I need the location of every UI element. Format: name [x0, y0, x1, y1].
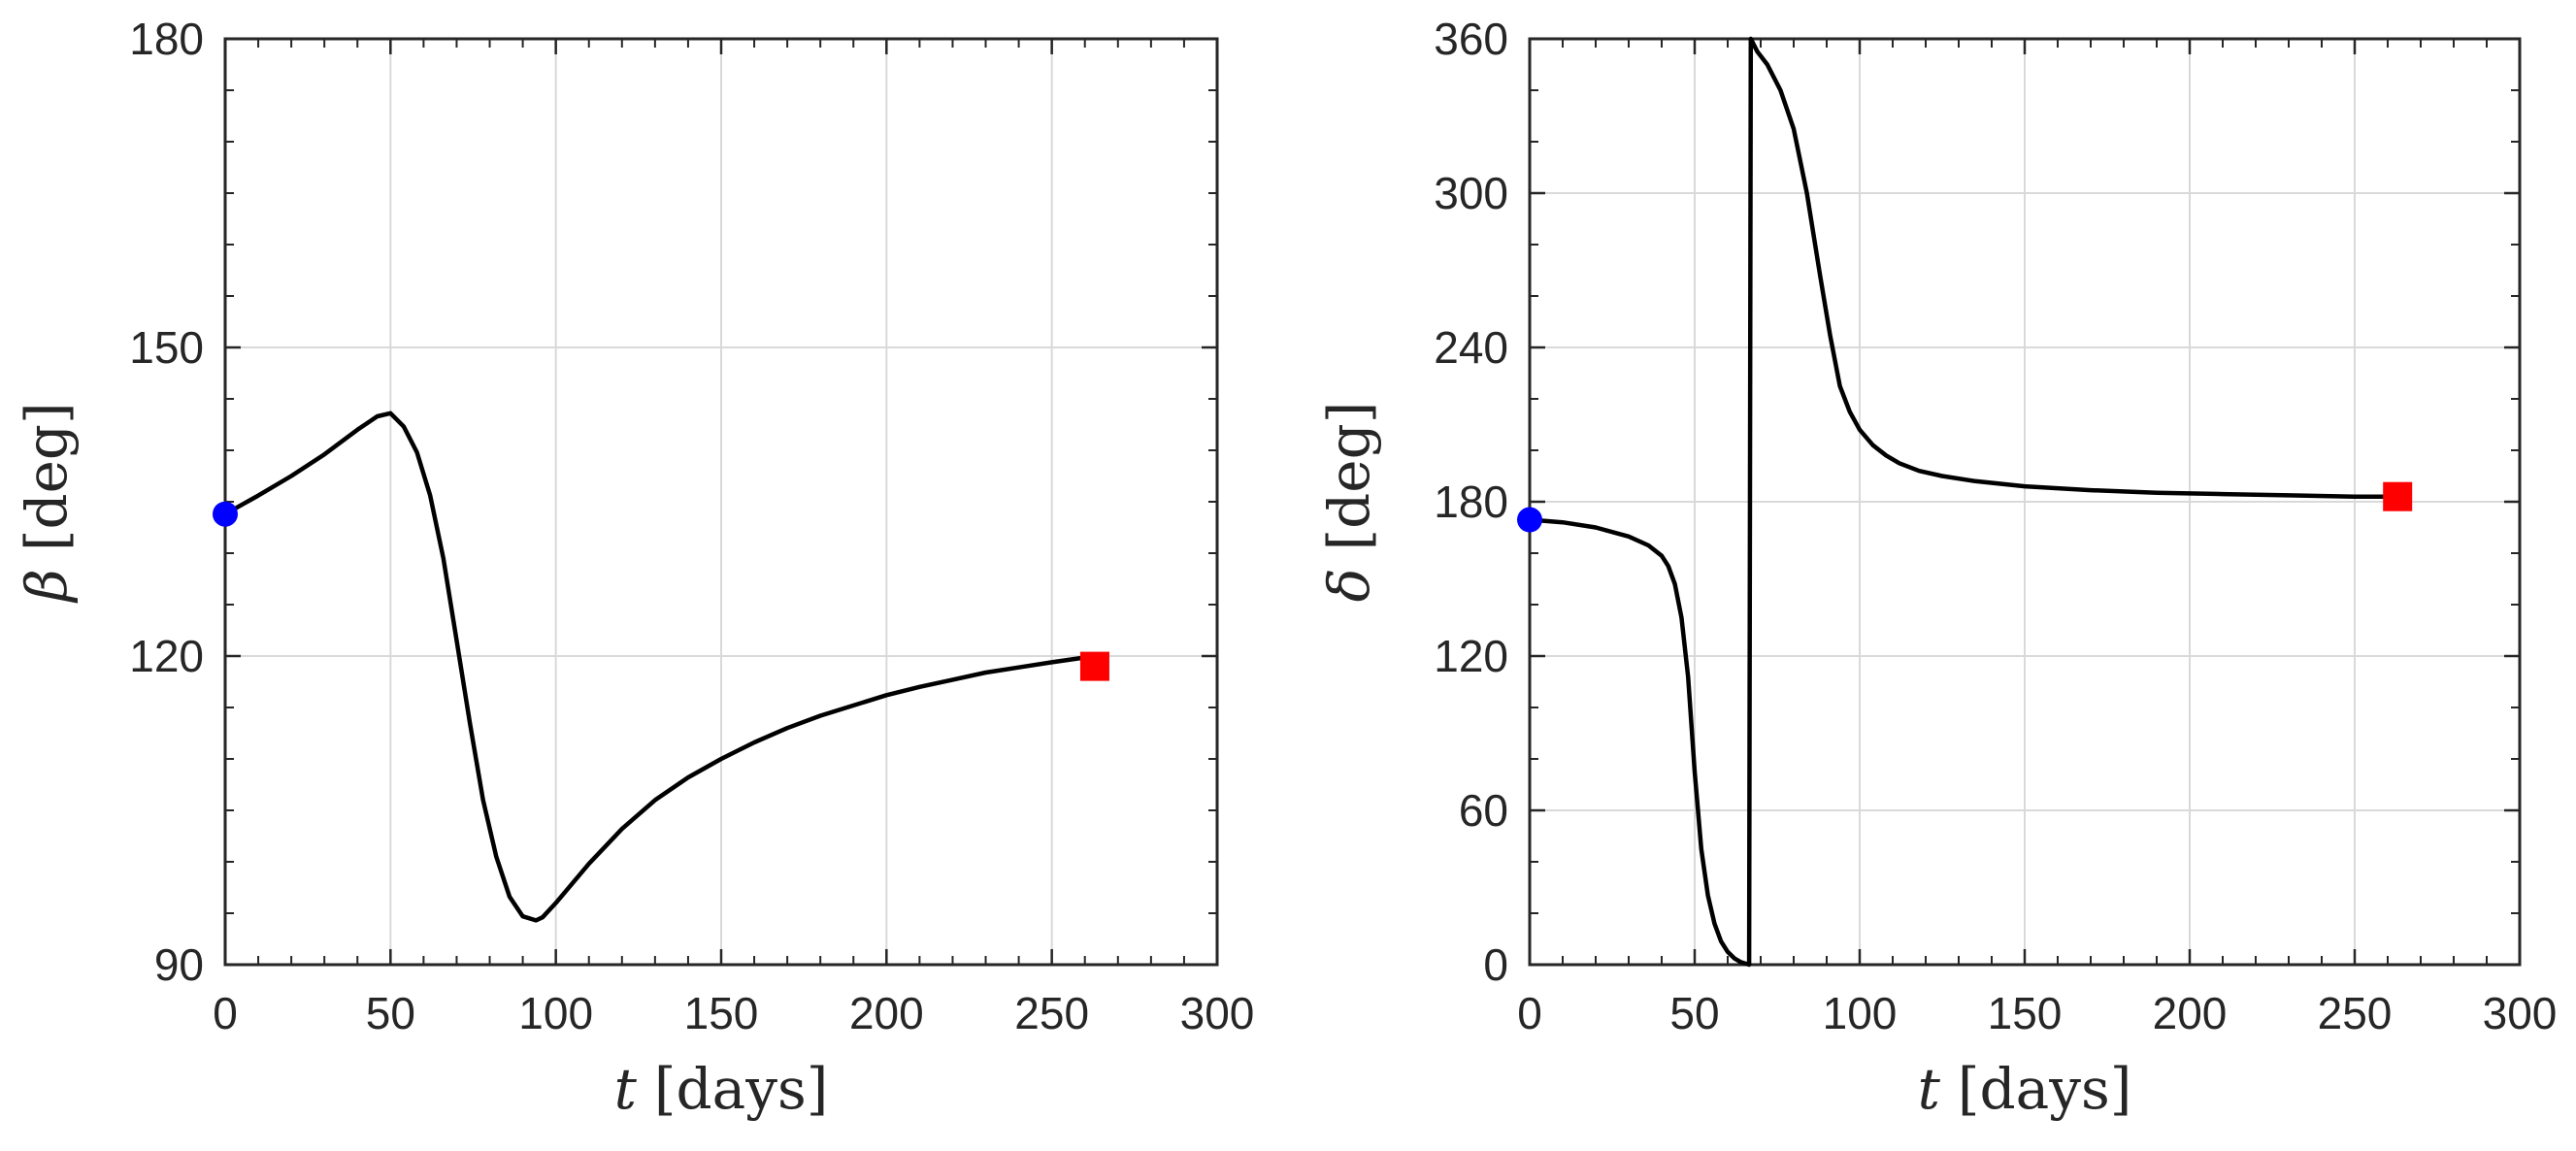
beta-x-tick-label: 150 — [684, 988, 759, 1038]
beta-y-tick-label: 180 — [129, 14, 204, 64]
beta-y-axis-variable: β — [14, 569, 80, 604]
delta-x-axis-unit: [days] — [1958, 1056, 2132, 1122]
delta-y-tick-label: 60 — [1459, 785, 1508, 836]
delta-y-tick-label: 300 — [1434, 168, 1508, 218]
beta-y-tick-label: 150 — [129, 322, 204, 373]
delta-y-axis-label: δ [deg] — [1316, 402, 1382, 603]
delta-y-axis-unit: [deg] — [1316, 402, 1382, 551]
beta-x-tick-label: 200 — [849, 988, 924, 1038]
beta-x-tick-label: 50 — [366, 988, 415, 1038]
delta-start-marker — [1517, 507, 1542, 533]
delta-x-tick-label: 200 — [2153, 988, 2228, 1038]
delta-end-marker — [2383, 481, 2413, 511]
beta-x-tick-label: 300 — [1180, 988, 1255, 1038]
beta-y-tick-label: 90 — [154, 939, 204, 990]
beta-x-axis-label: t [days] — [614, 1056, 829, 1122]
beta-chart: 0 50 100 150 200 250 300 90 120 150 180 t [days] β [de… — [14, 14, 1254, 1122]
beta-y-tick-label: 120 — [129, 631, 204, 681]
delta-chart: 0 50 100 150 200 250 300 0 60 120 180 240 300 360 t [da… — [1316, 14, 2557, 1122]
beta-y-axis-label: β [deg] — [14, 402, 80, 603]
delta-x-axis-label: t [days] — [1918, 1056, 2132, 1122]
delta-series-line — [1527, 36, 2400, 968]
delta-y-tick-label: 360 — [1434, 14, 1508, 64]
delta-x-tick-label: 50 — [1669, 988, 1719, 1038]
delta-x-axis-variable: t — [1918, 1056, 1941, 1122]
delta-x-tick-label: 100 — [1823, 988, 1898, 1038]
beta-x-tick-label: 0 — [213, 988, 238, 1038]
delta-y-axis-variable: δ — [1316, 568, 1382, 602]
delta-x-tick-label: 300 — [2483, 988, 2558, 1038]
delta-y-tick-label: 0 — [1483, 939, 1508, 990]
beta-start-marker — [213, 501, 238, 527]
beta-series-line — [222, 411, 1098, 923]
delta-y-tick-label: 120 — [1434, 631, 1508, 681]
delta-x-tick-label: 250 — [2318, 988, 2393, 1038]
delta-y-tick-label: 180 — [1434, 477, 1508, 527]
delta-y-tick-label: 240 — [1434, 322, 1508, 373]
beta-end-marker — [1079, 651, 1109, 681]
beta-x-axis-unit: [days] — [654, 1056, 829, 1122]
beta-y-axis-unit: [deg] — [14, 402, 80, 551]
beta-x-tick-label: 250 — [1014, 988, 1089, 1038]
delta-x-tick-label: 0 — [1517, 988, 1542, 1038]
beta-x-tick-label: 100 — [518, 988, 593, 1038]
delta-x-tick-label: 150 — [1988, 988, 2063, 1038]
beta-x-axis-variable: t — [614, 1056, 638, 1122]
delta-plot-frame — [1528, 37, 2522, 967]
